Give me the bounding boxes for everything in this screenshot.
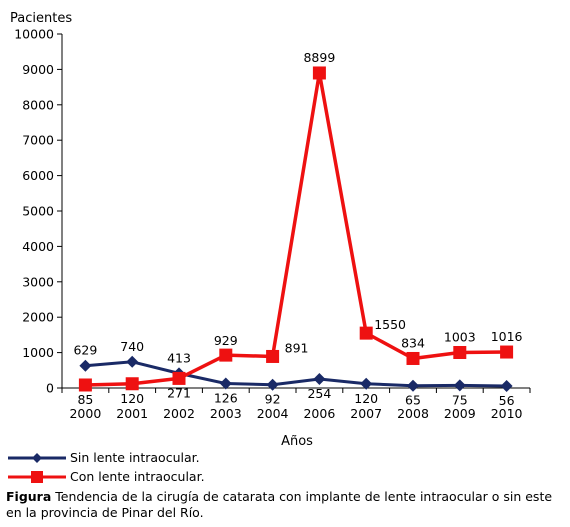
- y-tick-label: 5000: [22, 204, 54, 219]
- data-label: 75: [452, 392, 468, 407]
- data-label: 1016: [491, 329, 523, 344]
- data-label: 92: [265, 392, 281, 407]
- data-label: 413: [167, 350, 191, 365]
- y-axis-ticks: 0 1000 2000 3000 4000 5000 6000 7000 8000 9000 100…: [14, 27, 62, 396]
- x-tick-label: 2008: [397, 406, 429, 421]
- data-point-diamond: [266, 378, 279, 391]
- x-tick-label: 2010: [491, 406, 523, 421]
- data-point-diamond: [500, 380, 513, 393]
- data-label: 254: [307, 386, 331, 401]
- data-point-diamond: [360, 377, 373, 390]
- y-tick-label: 7000: [22, 133, 54, 148]
- y-tick-label: 4000: [22, 239, 54, 254]
- data-label: 929: [214, 333, 238, 348]
- y-tick-label: 10000: [14, 27, 54, 42]
- y-tick-label: 0: [46, 381, 54, 396]
- y-tick-label: 8000: [22, 97, 54, 112]
- data-label: 65: [405, 393, 421, 408]
- caption-text: Tendencia de la cirugía de catarata con …: [6, 489, 553, 520]
- data-point-square: [266, 349, 280, 363]
- data-label: 271: [167, 385, 191, 400]
- legend-swatch-diamond-icon: [8, 452, 66, 463]
- legend-item-con-lente: Con lente intraocular.: [8, 467, 205, 486]
- legend-item-sin-lente: Sin lente intraocular.: [8, 448, 205, 467]
- legend-label-con-lente: Con lente intraocular.: [70, 469, 205, 484]
- data-point-diamond: [126, 355, 139, 368]
- figure-caption: Figura Tendencia de la cirugía de catara…: [6, 489, 562, 521]
- legend-label-sin-lente: Sin lente intraocular.: [70, 450, 200, 465]
- data-point-square: [219, 348, 233, 362]
- series-line: [85, 360, 507, 388]
- y-tick-label: 6000: [22, 168, 54, 183]
- data-label: 1003: [444, 329, 476, 344]
- data-point-diamond: [79, 359, 92, 372]
- series-layer: [78, 66, 514, 393]
- data-label: 1550: [374, 317, 406, 332]
- y-tick-label: 9000: [22, 62, 54, 77]
- x-tick-label: 2006: [303, 406, 335, 421]
- data-label: 126: [214, 391, 238, 406]
- legend-swatch-square-icon: [8, 470, 66, 483]
- data-point-square: [172, 371, 186, 385]
- data-label: 629: [73, 343, 97, 358]
- data-point-square: [125, 377, 139, 391]
- data-point-square: [406, 351, 420, 365]
- x-tick-label: 2003: [210, 406, 242, 421]
- data-point-square: [359, 326, 373, 340]
- caption-label: Figura: [6, 489, 52, 504]
- data-label: 120: [354, 391, 378, 406]
- data-label: 834: [401, 335, 425, 350]
- data-point-diamond: [219, 377, 232, 390]
- data-label: 740: [120, 339, 144, 354]
- data-labels: 629 740 413 126 92 254 120 65 75 56 85 120 271 929 891…: [73, 50, 522, 408]
- x-axis-title: Años: [281, 434, 313, 449]
- data-point-square: [500, 345, 514, 359]
- data-point-square: [78, 378, 92, 392]
- x-axis-ticks: 2000 2001 2002 2003 2004 2006 2007 2008 2009 2010: [61, 388, 531, 421]
- line-chart: Pacientes Años 0 1000 2000 3000 4000 5000 6000…: [10, 11, 531, 449]
- data-point-diamond: [407, 379, 419, 392]
- series-line: [85, 71, 507, 387]
- data-label: 8899: [303, 50, 335, 65]
- y-tick-label: 2000: [22, 310, 54, 325]
- x-tick-label: 2004: [257, 406, 289, 421]
- data-label: 891: [285, 340, 309, 355]
- series-con-lente: [78, 66, 514, 392]
- data-label: 85: [77, 392, 93, 407]
- data-point-diamond: [453, 379, 466, 392]
- x-tick-label: 2000: [69, 406, 101, 421]
- x-tick-label: 2007: [350, 406, 382, 421]
- data-label: 120: [120, 391, 144, 406]
- x-tick-label: 2009: [444, 406, 476, 421]
- legend: Sin lente intraocular. Con lente intraoc…: [8, 448, 205, 486]
- y-tick-label: 3000: [22, 274, 54, 289]
- y-axis-title: Pacientes: [10, 11, 72, 26]
- data-label: 56: [499, 393, 515, 408]
- x-tick-label: 2002: [163, 406, 195, 421]
- data-point-square: [312, 66, 326, 80]
- data-point-square: [453, 345, 467, 359]
- series-sin-lente: [79, 355, 513, 393]
- x-tick-label: 2001: [116, 406, 148, 421]
- data-point-diamond: [313, 373, 326, 386]
- y-tick-label: 1000: [22, 345, 54, 360]
